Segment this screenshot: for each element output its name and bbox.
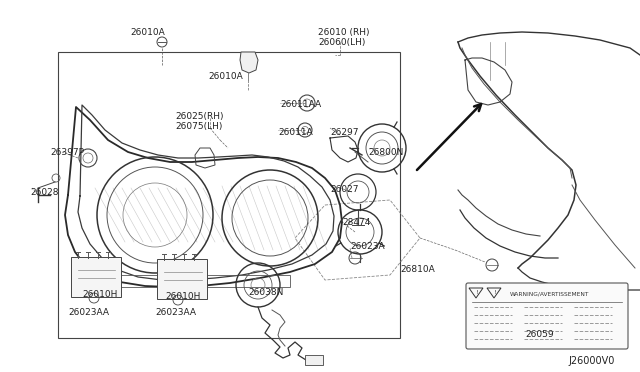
Text: !: ! bbox=[493, 291, 495, 295]
Text: WARNING/AVERTISSEMENT: WARNING/AVERTISSEMENT bbox=[510, 292, 589, 296]
FancyBboxPatch shape bbox=[71, 257, 121, 297]
Text: 26810A: 26810A bbox=[400, 265, 435, 274]
Text: 26010 (RH): 26010 (RH) bbox=[318, 28, 369, 37]
FancyBboxPatch shape bbox=[157, 259, 207, 299]
Text: 26025(RH): 26025(RH) bbox=[175, 112, 223, 121]
Bar bbox=[58, 52, 400, 338]
Text: 26010A: 26010A bbox=[208, 72, 243, 81]
Text: 28474: 28474 bbox=[342, 218, 371, 227]
Text: 26010H: 26010H bbox=[165, 292, 200, 301]
Text: 26397P: 26397P bbox=[50, 148, 84, 157]
Text: 26011A: 26011A bbox=[278, 128, 313, 137]
Text: 26023AA: 26023AA bbox=[155, 308, 196, 317]
Text: 26010H: 26010H bbox=[82, 290, 117, 299]
Text: 26800N: 26800N bbox=[368, 148, 403, 157]
Text: 26075(LH): 26075(LH) bbox=[175, 122, 222, 131]
Text: 26060(LH): 26060(LH) bbox=[318, 38, 365, 47]
Text: J26000V0: J26000V0 bbox=[568, 356, 614, 366]
FancyBboxPatch shape bbox=[466, 283, 628, 349]
Text: 26028: 26028 bbox=[30, 188, 58, 197]
Text: 26297: 26297 bbox=[330, 128, 358, 137]
Text: 26011AA: 26011AA bbox=[280, 100, 321, 109]
Text: 26038N: 26038N bbox=[248, 288, 284, 297]
Text: 26023A: 26023A bbox=[350, 242, 385, 251]
Text: 26023AA: 26023AA bbox=[68, 308, 109, 317]
Text: 26027: 26027 bbox=[330, 185, 358, 194]
Text: !: ! bbox=[475, 291, 477, 295]
Bar bbox=[305, 355, 323, 365]
Text: 26059: 26059 bbox=[525, 330, 554, 339]
Polygon shape bbox=[240, 52, 258, 73]
Text: 26010A: 26010A bbox=[130, 28, 164, 37]
Bar bbox=[105, 275, 290, 287]
